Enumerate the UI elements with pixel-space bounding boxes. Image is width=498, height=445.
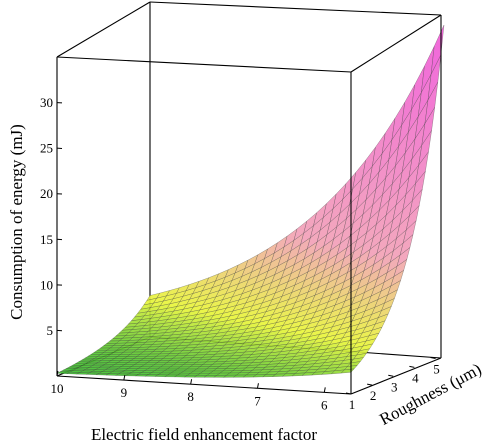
energy-surface	[56, 24, 445, 378]
y-tick-mark	[367, 383, 373, 386]
y-tick-label: 4	[412, 370, 419, 385]
box-edge-top-front	[56, 56, 352, 73]
x-tick-label: 10	[51, 381, 64, 396]
box-edge-top-right	[350, 14, 442, 73]
y-tick-mark	[430, 357, 436, 360]
x-tick-label: 7	[254, 393, 261, 408]
box-edge-top-back	[149, 1, 442, 16]
x-tick-mark	[123, 374, 126, 381]
y-tick-mark	[409, 365, 415, 368]
y-tick-label: 1	[349, 397, 356, 412]
y-tick-mark	[388, 374, 394, 377]
z-tick-label: 10	[40, 277, 53, 292]
y-tick-label: 3	[391, 379, 398, 394]
x-tick-label: 8	[187, 389, 194, 404]
x-tick-mark	[323, 387, 326, 393]
x-axis-label: Electric field enhancement factor	[91, 425, 317, 444]
x-tick-label: 6	[321, 397, 328, 412]
x-tick-mark	[256, 383, 259, 389]
y-tick-mark	[345, 392, 352, 395]
z-tick-label: 30	[40, 95, 53, 110]
box-edge-top-left	[56, 1, 151, 58]
z-axis-label: Consumption of energy (mJ)	[7, 124, 26, 320]
box-edge-front-bottom	[56, 375, 352, 395]
bounding-box-front	[56, 1, 442, 395]
z-tick-label: 25	[40, 141, 53, 156]
x-tick-mark	[190, 379, 193, 385]
x-tick-label: 9	[121, 385, 128, 400]
z-axis-ticks: 5 10 15 20 25 30	[40, 95, 63, 338]
x-tick-mark	[56, 370, 59, 377]
y-tick-label: 5	[433, 362, 440, 377]
x-axis-ticks: 10 9 8 7 6	[51, 370, 328, 412]
y-tick-label: 2	[370, 388, 377, 403]
box-edge-right-bottom	[350, 357, 442, 395]
z-tick-label: 20	[40, 186, 53, 201]
z-tick-label: 15	[40, 232, 53, 247]
z-tick-label: 5	[47, 323, 54, 338]
